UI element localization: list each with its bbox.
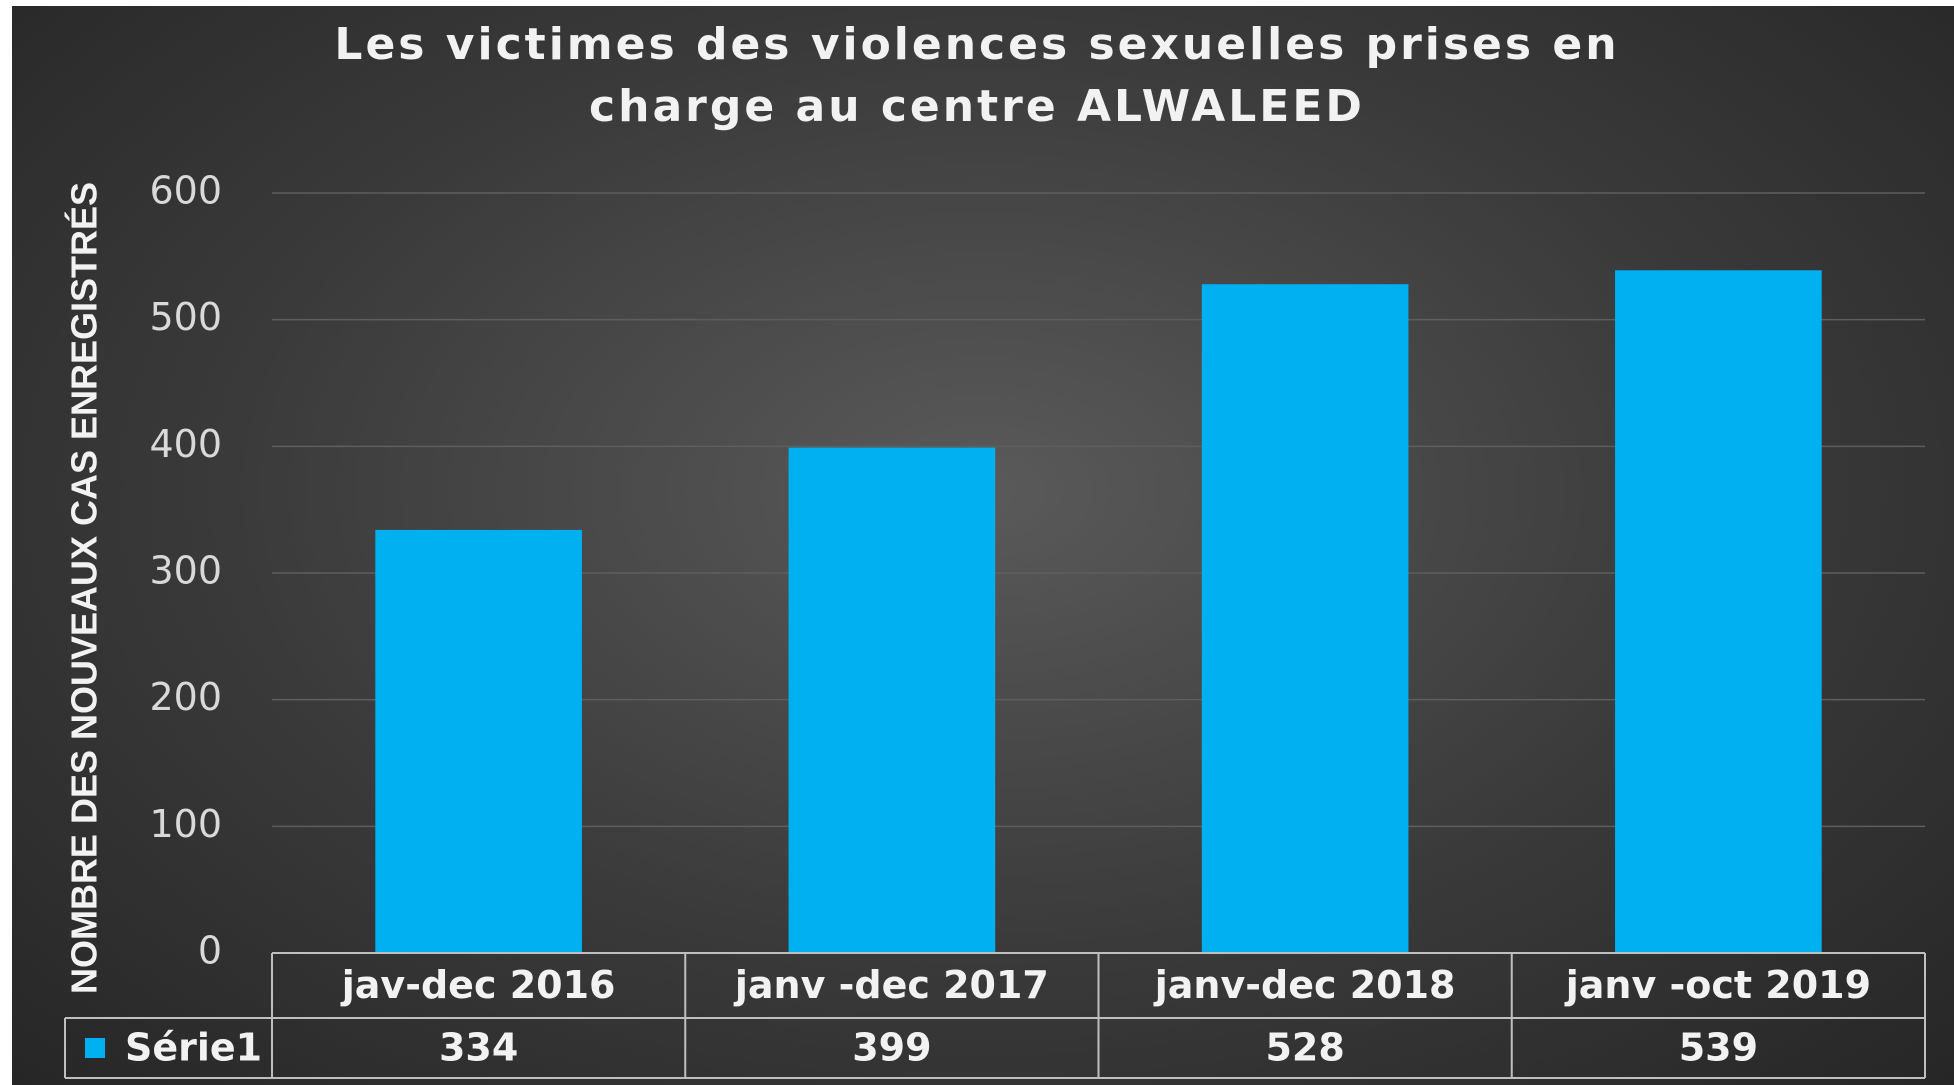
table-value: 334 xyxy=(439,1026,518,1070)
legend-label: Série1 xyxy=(125,1026,262,1070)
x-tick-label: janv -dec 2017 xyxy=(733,963,1049,1007)
legend-swatch xyxy=(85,1038,105,1058)
chart-title: Les victimes des violences sexuelles pri… xyxy=(334,19,1620,132)
y-tick-label: 200 xyxy=(149,675,222,719)
table-value: 528 xyxy=(1265,1026,1344,1070)
y-tick-label: 500 xyxy=(149,295,222,339)
y-axis-label: NOMBRE DES NOUVEAUX CAS ENREGISTRÉS xyxy=(64,182,105,994)
table-value: 539 xyxy=(1679,1026,1758,1070)
bar xyxy=(1615,270,1822,953)
x-tick-label: janv -oct 2019 xyxy=(1564,963,1871,1007)
y-tick-label: 0 xyxy=(198,929,222,973)
bar xyxy=(375,529,582,953)
y-tick-label: 600 xyxy=(149,169,222,213)
y-tick-label: 400 xyxy=(149,422,222,466)
x-tick-label: janv-dec 2018 xyxy=(1153,963,1456,1007)
bar xyxy=(788,447,996,953)
y-tick-label: 300 xyxy=(149,549,222,593)
bar xyxy=(1201,284,1409,953)
x-tick-label: jav-dec 2016 xyxy=(340,963,616,1007)
y-tick-label: 100 xyxy=(149,802,222,846)
table-value: 399 xyxy=(852,1026,931,1070)
